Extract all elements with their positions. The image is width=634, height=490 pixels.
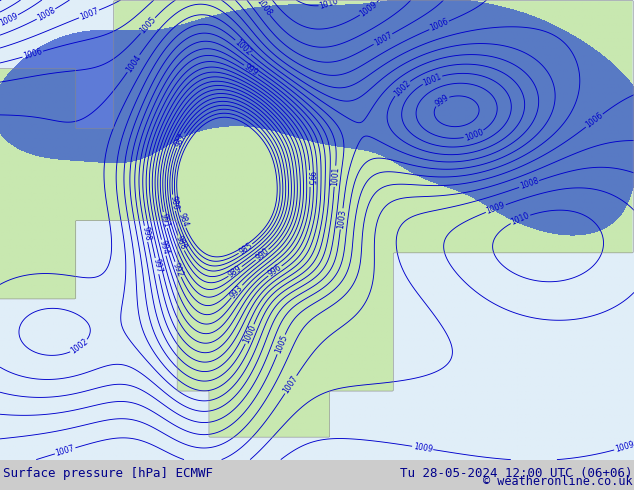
Text: Tu 28-05-2024 12:00 UTC (06+06): Tu 28-05-2024 12:00 UTC (06+06) (400, 467, 633, 480)
Text: Surface pressure [hPa] ECMWF: Surface pressure [hPa] ECMWF (3, 467, 213, 480)
Text: 1000: 1000 (242, 323, 258, 345)
Text: 992: 992 (171, 261, 185, 278)
Text: 1005: 1005 (138, 15, 158, 36)
Text: © weatheronline.co.uk: © weatheronline.co.uk (483, 475, 633, 488)
Text: 1006: 1006 (584, 111, 605, 130)
Text: 1007: 1007 (55, 444, 75, 458)
Text: 998: 998 (140, 226, 152, 242)
Text: 1007: 1007 (372, 30, 394, 48)
Text: 1003: 1003 (336, 209, 347, 229)
Text: 993: 993 (228, 283, 245, 300)
Text: 1009: 1009 (485, 201, 507, 216)
Text: 990: 990 (254, 246, 271, 263)
Text: 1008: 1008 (36, 5, 56, 23)
Text: 1010: 1010 (318, 0, 339, 11)
Text: 999: 999 (433, 93, 450, 108)
Text: 1006: 1006 (22, 47, 43, 61)
Text: 1002: 1002 (233, 38, 253, 57)
Text: 1001: 1001 (330, 166, 340, 186)
Text: 1005: 1005 (273, 334, 289, 355)
Text: 1002: 1002 (69, 338, 90, 356)
Text: 1008: 1008 (254, 0, 273, 17)
Text: 1000: 1000 (463, 127, 484, 143)
Text: 1002: 1002 (392, 78, 412, 98)
Text: 985: 985 (237, 241, 254, 257)
Text: 989: 989 (226, 264, 243, 279)
Text: 996: 996 (266, 263, 283, 279)
Text: 1004: 1004 (124, 53, 143, 74)
Text: 997: 997 (151, 258, 163, 274)
Text: 999: 999 (242, 62, 260, 78)
Text: 1009: 1009 (614, 440, 634, 454)
Text: 1009: 1009 (0, 11, 19, 28)
Text: 987: 987 (173, 132, 188, 149)
Text: 991: 991 (159, 212, 171, 228)
Text: 1007: 1007 (281, 374, 300, 395)
Text: 1008: 1008 (519, 176, 540, 192)
Text: 1001: 1001 (422, 72, 443, 87)
Text: 1006: 1006 (429, 17, 450, 33)
Text: 1009: 1009 (412, 442, 433, 454)
Text: 988: 988 (174, 235, 188, 251)
Text: 995: 995 (305, 171, 314, 186)
Text: 1009: 1009 (358, 0, 379, 19)
Text: 986: 986 (168, 195, 179, 211)
Text: 1010: 1010 (510, 211, 531, 227)
Text: 984: 984 (176, 212, 190, 228)
Text: 1007: 1007 (79, 6, 100, 22)
Text: 994: 994 (157, 240, 170, 256)
